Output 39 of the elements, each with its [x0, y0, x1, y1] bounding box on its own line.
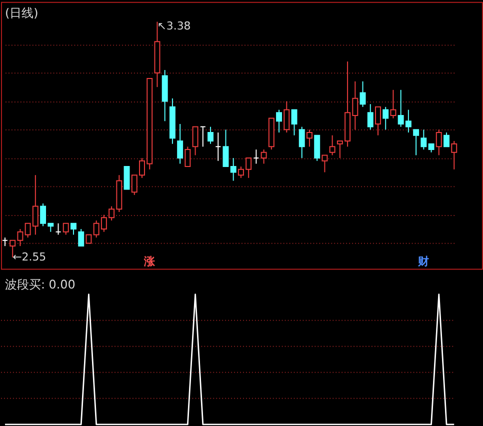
candlestick [260, 149, 267, 164]
candlestick [329, 134, 336, 156]
candlestick [55, 222, 62, 236]
candlestick [208, 126, 214, 144]
candlestick [184, 146, 191, 168]
candlestick [306, 129, 312, 148]
annotation: ↖3.38 [157, 20, 191, 33]
candlestick [62, 222, 69, 236]
candlestick [215, 132, 222, 162]
candlestick [451, 140, 458, 170]
candlestick [276, 109, 282, 133]
candlestick [375, 106, 381, 136]
annotation: ←2.55 [12, 250, 46, 264]
candlestick [70, 222, 76, 236]
candlestick [291, 109, 298, 136]
candlestick [230, 158, 236, 182]
candlestick [382, 106, 389, 130]
chart-title: 波段买: 0.00 [4, 278, 76, 292]
candlestick [192, 126, 198, 156]
candlestick [436, 129, 442, 156]
candlestick [284, 100, 290, 133]
candlestick [444, 132, 450, 148]
candlestick [367, 104, 374, 130]
candlestick [222, 129, 229, 168]
annotation: 财 [417, 254, 430, 268]
candlestick [314, 134, 320, 162]
annotation: 涨 [143, 254, 156, 268]
candlestick [78, 228, 84, 247]
candlestick [360, 80, 366, 108]
candlestick [200, 126, 206, 148]
candlestick [124, 166, 130, 190]
chart-title: (日线) [4, 6, 38, 20]
candlestick [413, 129, 420, 156]
candlestick [253, 149, 260, 164]
candlestick [322, 154, 328, 173]
candlestick [298, 126, 305, 159]
candlestick [177, 123, 184, 164]
candlestick [420, 129, 427, 150]
candlestick [390, 89, 396, 119]
